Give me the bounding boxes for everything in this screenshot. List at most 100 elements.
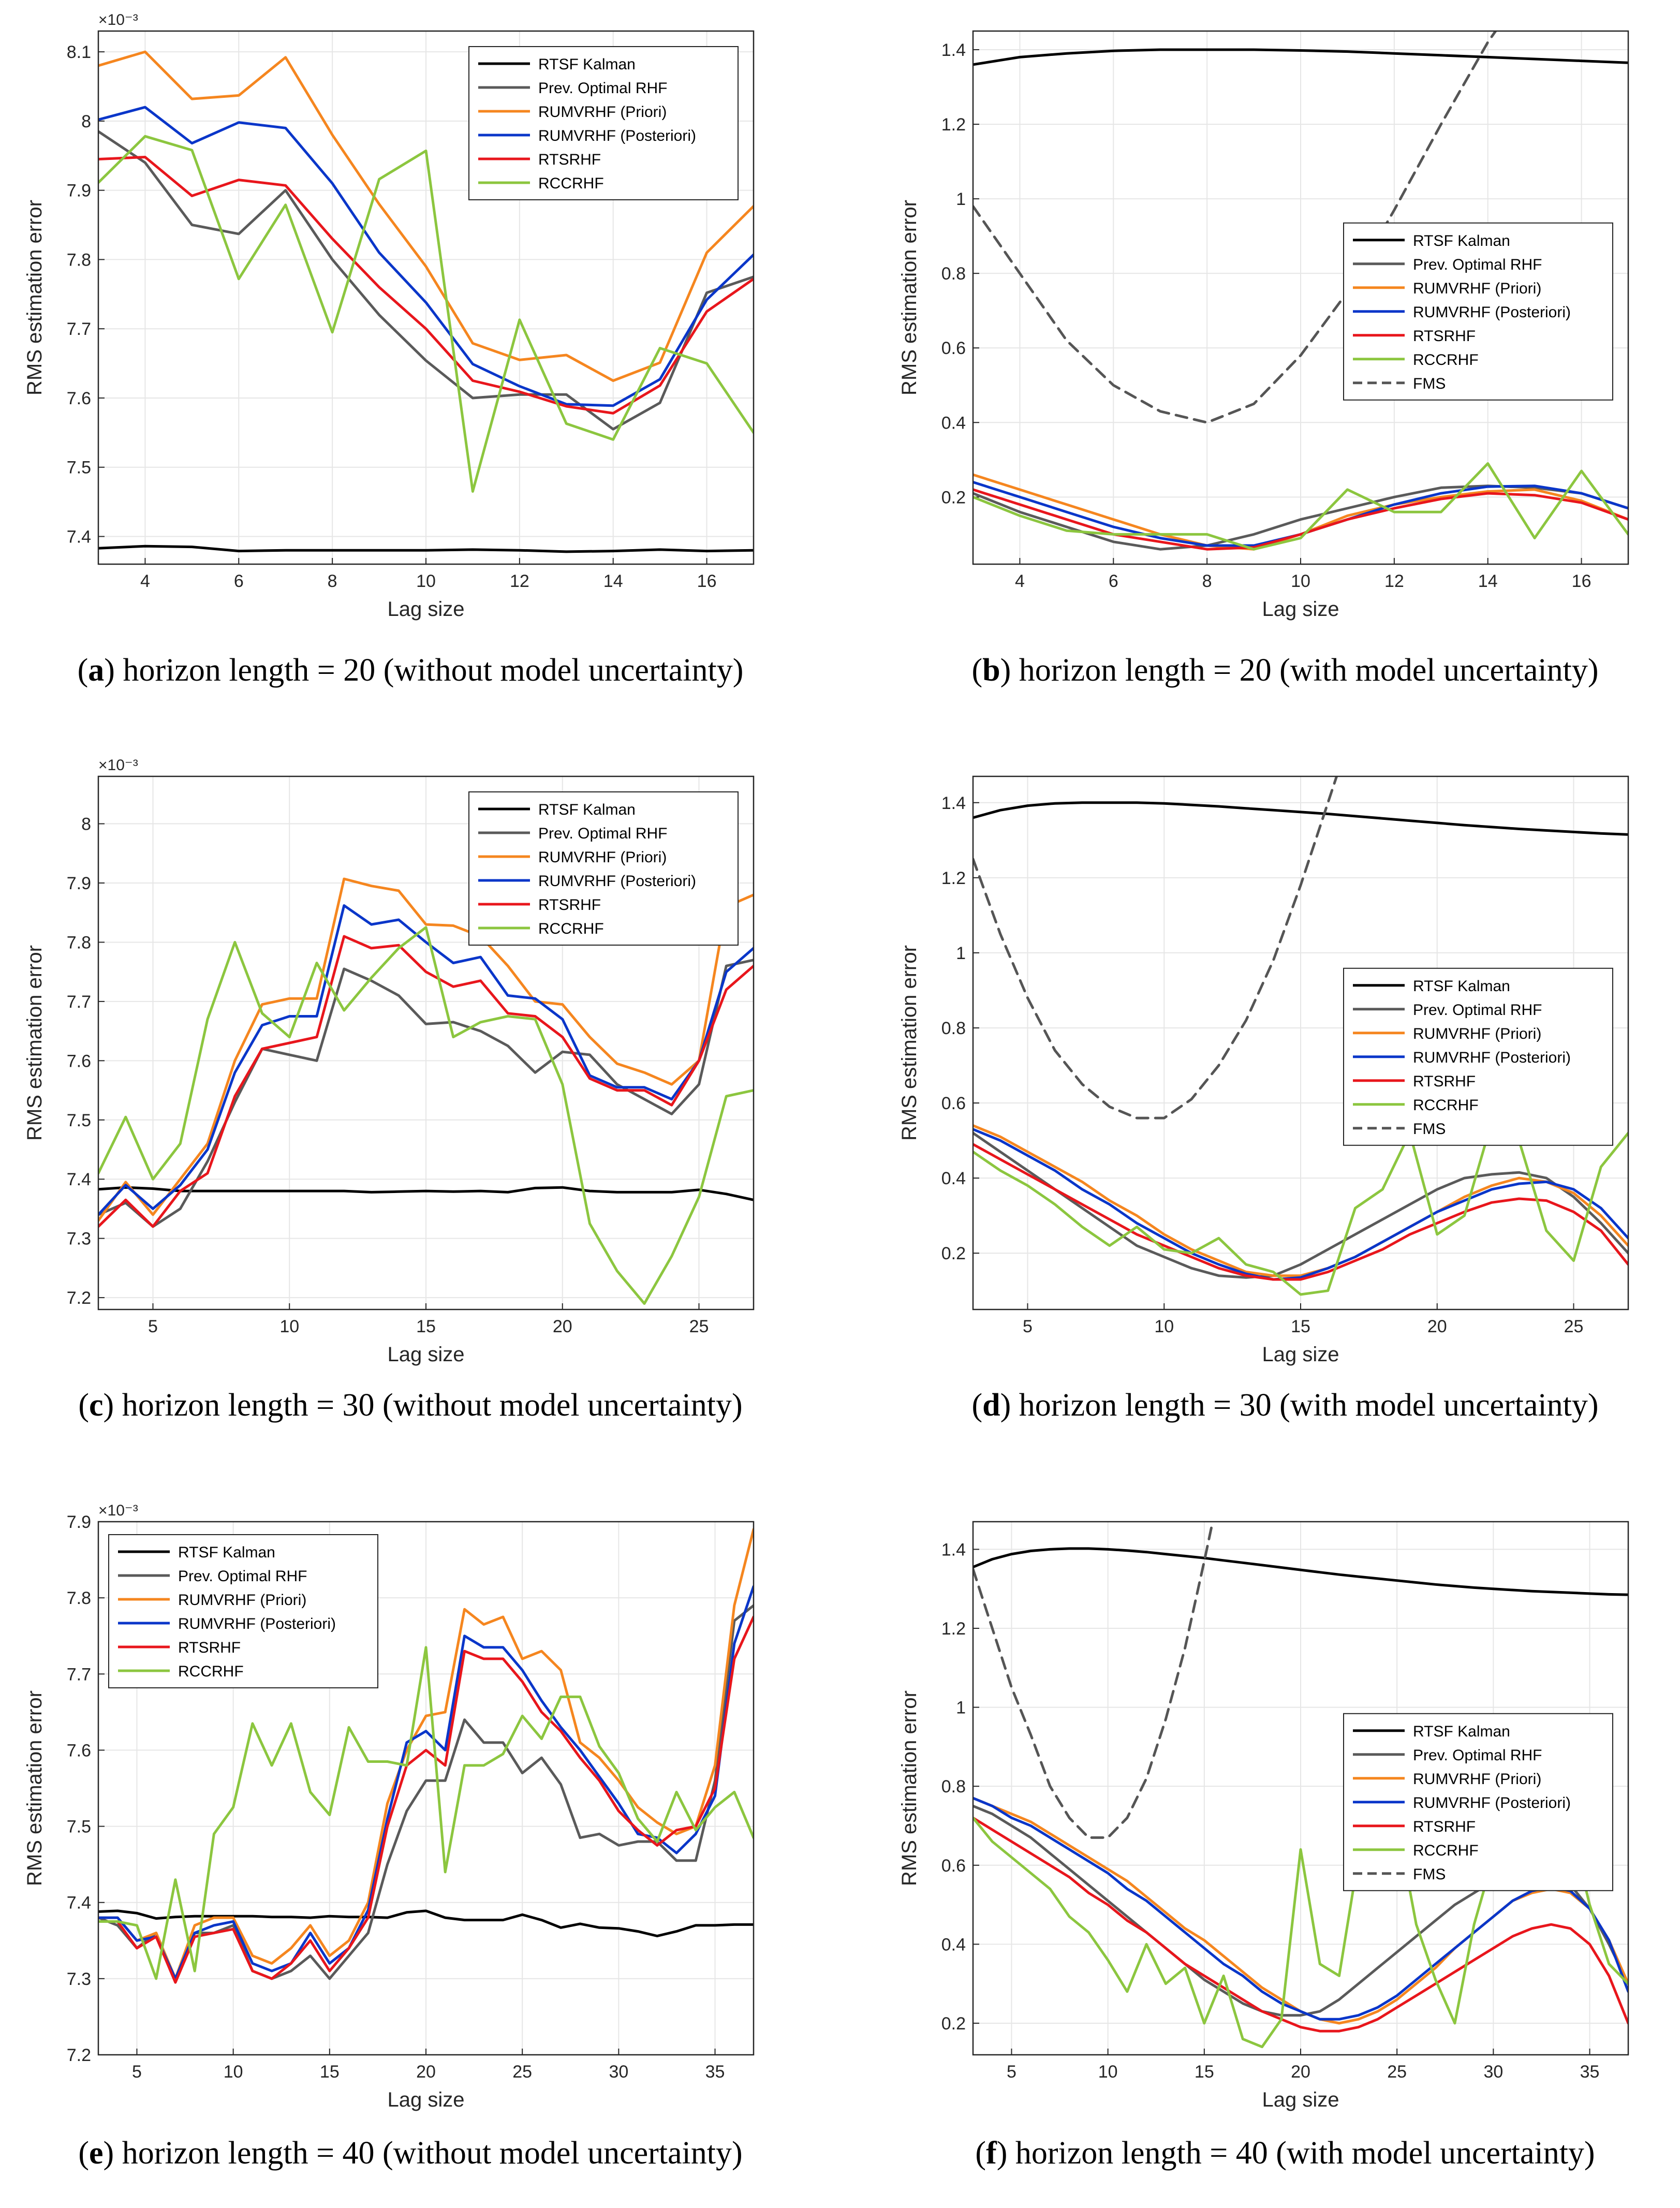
y-tick-label: 0.6 — [941, 338, 966, 358]
y-tick-label: 7.2 — [67, 1288, 91, 1308]
y-tick-label: 7.5 — [67, 1111, 91, 1130]
y-tick-label: 0.4 — [941, 1169, 966, 1188]
legend-label-prev: Prev. Optimal RHF — [538, 80, 667, 97]
y-tick-label: 0.8 — [941, 264, 966, 284]
caption-paren-open: ( — [972, 1388, 983, 1423]
x-tick-label: 25 — [512, 2062, 532, 2082]
x-axis-label: Lag size — [388, 1343, 465, 1366]
x-tick-label: 10 — [416, 571, 436, 591]
y-tick-label: 7.9 — [67, 1512, 91, 1532]
series-line-rtsf — [98, 544, 754, 553]
x-tick-label: 6 — [234, 571, 244, 591]
y-axis-label: RMS estimation error — [23, 200, 46, 395]
chart-panel-f: 5 10 15 20 25 30 35 0.2 0.4 0.6 0.8 1 1.2 1.4 Lag size… — [898, 1521, 1629, 2171]
axes-frame — [972, 30, 1629, 565]
caption-label: f — [986, 2136, 997, 2171]
legend-label-fms: FMS — [1413, 1866, 1446, 1883]
legend-label-prev: Prev. Optimal RHF — [178, 1568, 307, 1585]
caption-paren-open: ( — [975, 2136, 986, 2171]
series-line-rccrhf — [98, 926, 754, 1305]
legend-label-priori: RUMVRHF (Priori) — [538, 849, 667, 866]
legend-label-rtsf: RTSF Kalman — [1413, 1723, 1510, 1740]
x-tick-label: 8 — [1202, 571, 1212, 591]
series-line-rtsf — [973, 801, 1628, 836]
caption-label: e — [89, 2136, 104, 2171]
y-tick-label: 1 — [956, 189, 966, 209]
series-line-rtsf — [973, 48, 1628, 66]
series-line-fms — [973, 1522, 1214, 1839]
caption-paren-close: ) — [997, 2136, 1015, 2171]
caption-text: horizon length = 30 (with model uncertai… — [1019, 1388, 1599, 1423]
legend-label-priori: RUMVRHF (Priori) — [1413, 1025, 1541, 1042]
caption-text: horizon length = 20 (without model uncer… — [123, 653, 743, 688]
x-axis-label: Lag size — [388, 2088, 465, 2111]
legend-label-rtsrhf: RTSRHF — [1413, 1818, 1476, 1835]
caption: (a) horizon length = 20 (without model u… — [78, 653, 744, 688]
legend-label-rccrhf: RCCRHF — [538, 175, 604, 192]
y-tick-label: 0.8 — [941, 1019, 966, 1038]
y-tick-label: 7.4 — [67, 527, 91, 547]
legend-box — [468, 46, 739, 200]
legend-label-priori: RUMVRHF (Priori) — [1413, 280, 1541, 297]
legend-label-rccrhf: RCCRHF — [178, 1663, 244, 1680]
y-axis-label: RMS estimation error — [898, 945, 921, 1141]
y-tick-label: 7.8 — [67, 933, 91, 952]
y-tick-label: 7.2 — [67, 2045, 91, 2065]
legend-label-priori: RUMVRHF (Priori) — [1413, 1771, 1541, 1788]
legend: RTSF Kalman Prev. Optimal RHF RUMVRHF (Pri… — [1343, 222, 1613, 401]
y-tick-label: 7.5 — [67, 458, 91, 478]
series-line-posteriori — [98, 904, 754, 1216]
y-tick-label: 1.2 — [941, 115, 966, 135]
axes-frame — [97, 775, 755, 1311]
y-tick-label: 8 — [81, 815, 91, 834]
y-tick-label: 7.6 — [67, 1051, 91, 1071]
legend-label-priori: RUMVRHF (Priori) — [538, 104, 667, 121]
legend-label-rccrhf: RCCRHF — [1413, 1842, 1479, 1859]
series-line-rtsrhf — [973, 488, 1628, 551]
x-tick-label: 5 — [132, 2062, 142, 2082]
legend-label-rtsf: RTSF Kalman — [1413, 232, 1510, 249]
legend: RTSF Kalman Prev. Optimal RHF RUMVRHF (Pri… — [108, 1534, 378, 1688]
legend-box — [108, 1534, 378, 1688]
legend-label-posteriori: RUMVRHF (Posteriori) — [1413, 304, 1571, 321]
axes-frame — [97, 1521, 755, 2056]
legend-label-rtsrhf: RTSRHF — [538, 151, 601, 168]
y-tick-label: 7.7 — [67, 319, 91, 339]
y-tick-label: 0.8 — [941, 1777, 966, 1797]
x-tick-label: 20 — [1291, 2062, 1310, 2082]
y-axis-label: RMS estimation error — [23, 1690, 46, 1886]
caption-label: b — [982, 653, 1000, 688]
series-line-fms — [973, 31, 1497, 424]
y-axis-exponent: ×10⁻³ — [98, 1502, 138, 1519]
legend: RTSF Kalman Prev. Optimal RHF RUMVRHF (Pri… — [1343, 1713, 1613, 1891]
caption: (d) horizon length = 30 (with model unce… — [972, 1388, 1599, 1423]
x-tick-label: 10 — [1291, 571, 1310, 591]
caption: (c) horizon length = 30 (without model u… — [78, 1388, 742, 1423]
axes-frame — [972, 775, 1629, 1311]
x-axis-label: Lag size — [1262, 2088, 1339, 2111]
x-tick-label: 30 — [1483, 2062, 1503, 2082]
y-tick-label: 7.8 — [67, 1588, 91, 1608]
series-line-rtsf — [98, 1909, 754, 1937]
series-group — [973, 31, 1628, 551]
legend-label-rtsrhf: RTSRHF — [538, 896, 601, 914]
series-line-priori — [98, 50, 754, 382]
caption-label: d — [982, 1388, 1000, 1423]
y-tick-label: 0.2 — [941, 488, 966, 507]
y-tick-label: 0.6 — [941, 1094, 966, 1113]
caption: (f) horizon length = 40 (with model unce… — [975, 2136, 1595, 2171]
legend-label-posteriori: RUMVRHF (Posteriori) — [538, 127, 696, 144]
series-line-rccrhf — [973, 462, 1628, 551]
caption-text: horizon length = 30 (without model uncer… — [122, 1388, 743, 1423]
x-tick-label: 14 — [1478, 571, 1498, 591]
x-tick-label: 20 — [553, 1317, 572, 1336]
axes-frame — [97, 30, 755, 565]
legend-label-rtsf: RTSF Kalman — [178, 1544, 275, 1561]
y-tick-label: 1.2 — [941, 1619, 966, 1639]
series-line-rtsrhf — [973, 1816, 1628, 2033]
caption-paren-open: ( — [972, 653, 983, 688]
x-tick-label: 35 — [705, 2062, 725, 2082]
y-tick-label: 1 — [956, 944, 966, 963]
x-tick-label: 25 — [1564, 1317, 1584, 1336]
legend-label-posteriori: RUMVRHF (Posteriori) — [178, 1615, 336, 1632]
